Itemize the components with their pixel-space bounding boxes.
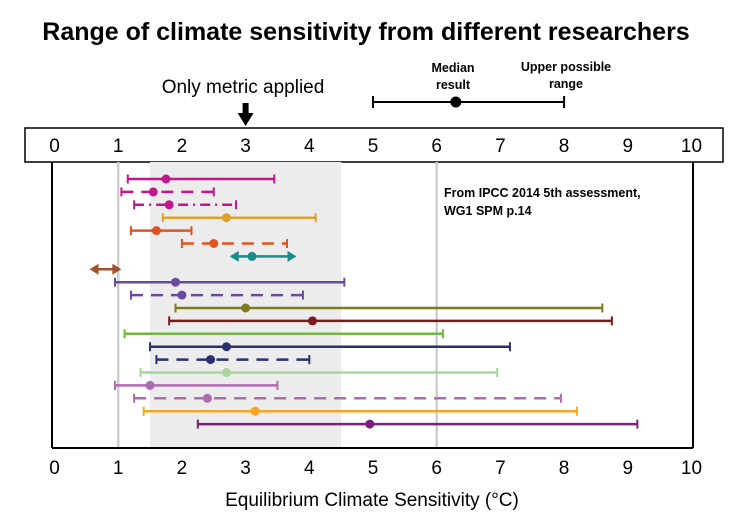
top-axis-box bbox=[24, 127, 724, 163]
top-tick-label: 7 bbox=[495, 136, 506, 157]
legend-median-label-2: result bbox=[436, 78, 471, 92]
range-bar bbox=[129, 226, 193, 236]
median-dot bbox=[148, 187, 158, 197]
source-note-line1: From IPCC 2014 5th assessment, bbox=[444, 186, 641, 200]
range-bar bbox=[161, 213, 317, 223]
median-dot bbox=[307, 316, 317, 326]
legend-median-label-1: Median bbox=[431, 61, 474, 75]
median-dot bbox=[161, 174, 171, 184]
only-metric-arrow-icon bbox=[237, 103, 254, 126]
top-tick-label: 6 bbox=[431, 136, 442, 157]
range-bar bbox=[142, 406, 578, 416]
range-bar bbox=[123, 329, 445, 339]
bottom-tick-label: 2 bbox=[177, 458, 188, 479]
median-dot bbox=[209, 239, 219, 248]
range-arrow-right bbox=[112, 263, 122, 275]
top-tick-label: 9 bbox=[623, 136, 634, 157]
range-bar bbox=[229, 250, 297, 262]
range-bar bbox=[174, 303, 604, 313]
median-dot bbox=[206, 355, 216, 365]
top-tick-label: 8 bbox=[559, 136, 570, 157]
range-bar bbox=[133, 393, 562, 403]
bottom-tick-label: 1 bbox=[113, 458, 124, 479]
median-dot bbox=[151, 226, 161, 236]
range-bar bbox=[139, 368, 499, 377]
range-bar bbox=[149, 342, 511, 352]
x-axis-label: Equilibrium Climate Sensitivity (°C) bbox=[225, 490, 519, 511]
bottom-tick-label: 0 bbox=[49, 458, 60, 479]
range-bar bbox=[126, 174, 276, 184]
median-dot bbox=[221, 213, 231, 223]
top-tick-label: 2 bbox=[177, 136, 188, 157]
legend-upper-label-2: range bbox=[549, 77, 583, 91]
range-arrow-left bbox=[89, 263, 99, 275]
legend: Median result Upper possible range bbox=[372, 60, 611, 108]
plot-background bbox=[51, 162, 694, 449]
series-group bbox=[89, 174, 639, 429]
bottom-tick-label: 6 bbox=[431, 458, 442, 479]
source-note-line2: WG1 SPM p.14 bbox=[444, 204, 532, 218]
bottom-axis-ticks: 0 1 2 3 4 5 6 7 8 9 10 bbox=[49, 458, 702, 479]
range-bar bbox=[89, 263, 122, 275]
median-dot bbox=[177, 290, 187, 300]
median-dot bbox=[221, 368, 231, 377]
median-dot bbox=[250, 406, 260, 416]
median-dot bbox=[247, 251, 257, 261]
range-arrow-right bbox=[287, 250, 297, 262]
bottom-tick-label: 10 bbox=[681, 458, 702, 479]
bottom-tick-label: 8 bbox=[559, 458, 570, 479]
legend-median-dot bbox=[450, 96, 462, 108]
bottom-tick-label: 9 bbox=[623, 458, 634, 479]
top-tick-label: 1 bbox=[113, 136, 124, 157]
legend-upper-label-1: Upper possible bbox=[521, 60, 611, 74]
median-dot bbox=[171, 277, 181, 287]
range-bar bbox=[180, 239, 289, 248]
only-metric-arrow-shaft bbox=[242, 103, 249, 114]
range-bar bbox=[168, 316, 613, 326]
range-bar bbox=[114, 380, 279, 390]
bottom-tick-label: 3 bbox=[240, 458, 251, 479]
top-tick-label: 3 bbox=[240, 136, 251, 157]
range-bar bbox=[196, 419, 639, 429]
bottom-tick-label: 5 bbox=[368, 458, 379, 479]
top-tick-label: 5 bbox=[368, 136, 379, 157]
top-tick-label: 0 bbox=[49, 136, 60, 157]
median-dot bbox=[365, 419, 375, 429]
median-dot bbox=[241, 303, 251, 313]
median-dot bbox=[164, 200, 174, 210]
top-tick-label: 10 bbox=[681, 136, 702, 157]
bottom-tick-label: 4 bbox=[304, 458, 315, 479]
only-metric-label: Only metric applied bbox=[162, 77, 325, 98]
median-dot bbox=[145, 380, 155, 390]
range-bar bbox=[114, 277, 346, 287]
only-metric-arrow-head bbox=[237, 113, 254, 126]
median-dot bbox=[202, 393, 212, 403]
range-bar bbox=[155, 355, 311, 365]
range-bar bbox=[120, 187, 215, 197]
range-bar bbox=[129, 290, 304, 300]
range-arrow-left bbox=[229, 250, 239, 262]
bottom-tick-label: 7 bbox=[495, 458, 506, 479]
chart-title: Range of climate sensitivity from differ… bbox=[42, 18, 689, 46]
top-tick-label: 4 bbox=[304, 136, 315, 157]
top-axis-ticks: 0 1 2 3 4 5 6 7 8 9 10 bbox=[49, 136, 702, 157]
median-dot bbox=[221, 342, 231, 352]
range-bar bbox=[133, 200, 238, 210]
